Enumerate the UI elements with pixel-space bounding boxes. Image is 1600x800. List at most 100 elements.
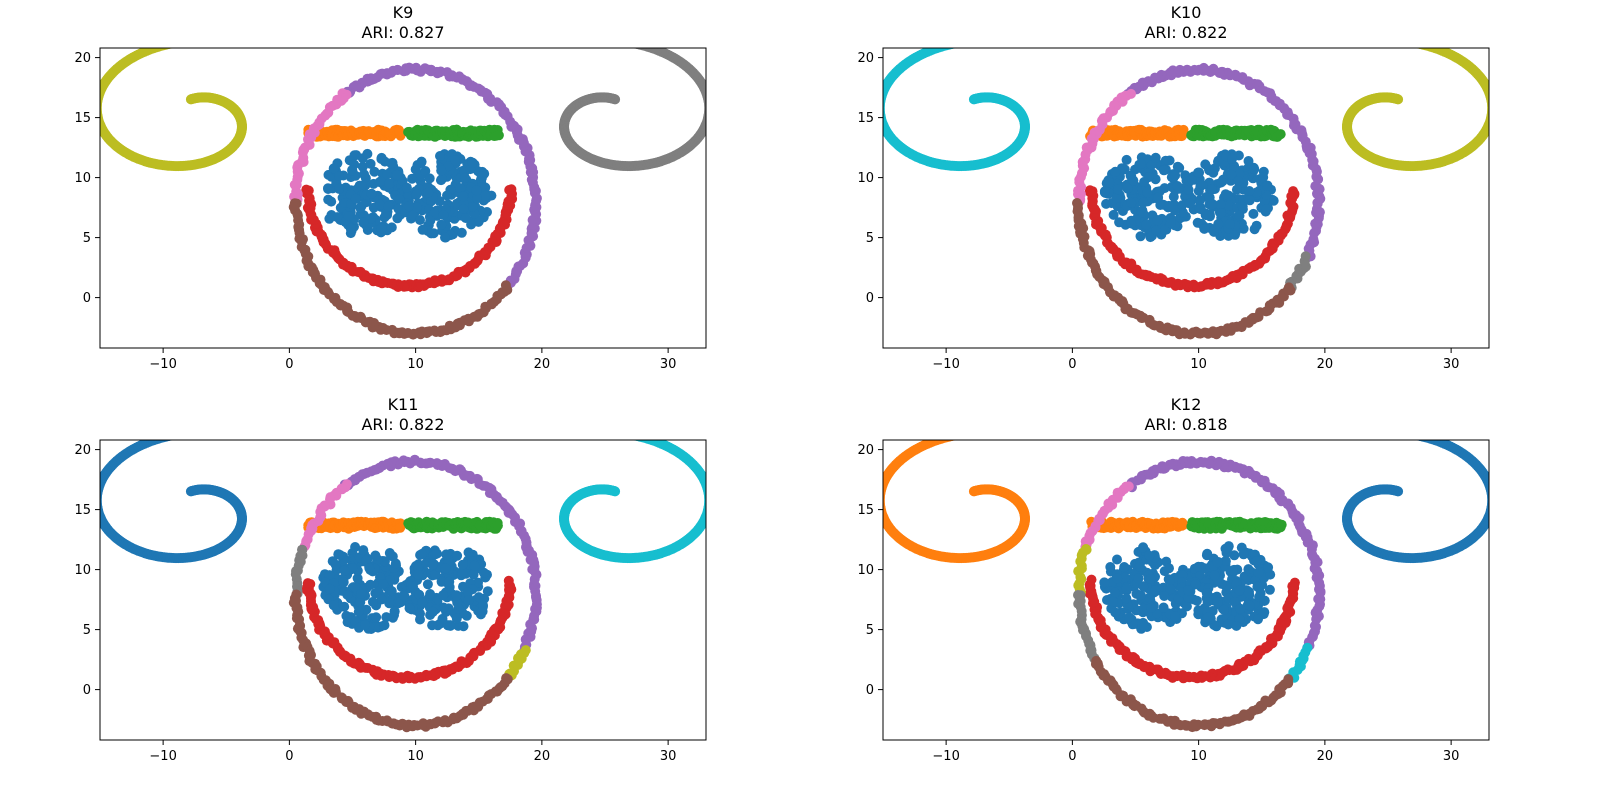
point-s0 <box>430 549 441 560</box>
subplot-title: K9 <box>393 3 414 22</box>
point-s0 <box>383 201 394 212</box>
point-s0 <box>437 173 447 184</box>
point-s0 <box>366 188 377 199</box>
point-s0 <box>1244 195 1255 206</box>
point-s0 <box>1128 175 1139 186</box>
point-s0 <box>345 223 356 234</box>
point-s0 <box>376 594 387 605</box>
point-s0 <box>482 586 493 597</box>
point-s0 <box>1219 604 1229 615</box>
y-tick-label: 5 <box>83 623 91 638</box>
point-s0 <box>436 219 447 230</box>
point-s0 <box>1202 548 1213 559</box>
x-tick-label: −10 <box>932 357 959 372</box>
point-s0 <box>324 570 335 581</box>
y-tick-label: 20 <box>74 51 91 66</box>
point-s0 <box>1223 200 1234 211</box>
point-s0 <box>441 549 452 560</box>
point-s0 <box>1112 554 1122 565</box>
x-tick-label: −10 <box>149 749 176 764</box>
point-s0 <box>356 180 367 191</box>
point-s0 <box>451 613 462 624</box>
point-s0 <box>1135 159 1146 169</box>
point-s0 <box>424 173 435 184</box>
point-s0 <box>1237 201 1248 212</box>
point-s0 <box>1220 189 1231 200</box>
point-s0 <box>1139 621 1150 632</box>
point-s0 <box>417 548 428 559</box>
point-s0 <box>473 592 484 603</box>
point-s0 <box>414 589 425 600</box>
point-s0 <box>323 184 334 194</box>
point-s0 <box>413 569 424 580</box>
axes-frame <box>882 47 1490 349</box>
point-s0 <box>1114 217 1125 228</box>
point-s0 <box>327 556 338 567</box>
point-s0 <box>1138 197 1149 208</box>
point-s6 <box>500 280 511 291</box>
x-tick-label: 30 <box>1443 357 1460 372</box>
point-s0 <box>1244 186 1255 196</box>
point-s0 <box>1122 183 1133 194</box>
point-s0 <box>339 601 350 612</box>
point-s0 <box>342 589 353 600</box>
point-s0 <box>477 606 488 617</box>
point-s0 <box>1121 154 1132 165</box>
point-s8 <box>501 673 512 684</box>
point-s0 <box>1119 562 1130 572</box>
point-s0 <box>1226 169 1237 180</box>
x-tick-label: 0 <box>1068 357 1076 372</box>
point-s0 <box>1233 176 1244 187</box>
point-s0 <box>1212 597 1223 608</box>
y-tick-label: 0 <box>83 683 91 698</box>
point-s0 <box>1110 166 1121 177</box>
point-s0 <box>472 193 482 204</box>
point-s0 <box>1253 567 1264 578</box>
point-s0 <box>355 203 366 213</box>
point-s0 <box>460 172 470 183</box>
point-s0 <box>352 573 363 584</box>
point-s0 <box>1158 602 1169 613</box>
point-s0 <box>1101 198 1112 209</box>
point-s0 <box>425 215 436 226</box>
point-s0 <box>1155 200 1166 210</box>
point-s0 <box>417 597 428 608</box>
x-tick-label: 30 <box>660 357 677 372</box>
point-s0 <box>403 201 414 212</box>
point-s0 <box>1199 223 1210 234</box>
point-s0 <box>1134 562 1145 572</box>
point-s0 <box>350 542 361 552</box>
point-s0 <box>1216 208 1227 219</box>
axes-frame <box>99 47 707 349</box>
point-s0 <box>1168 191 1179 202</box>
point-s0 <box>1183 585 1194 596</box>
point-s3 <box>302 578 313 589</box>
point-s0 <box>430 569 441 580</box>
point-s0 <box>1138 581 1149 592</box>
point-s0 <box>375 199 385 210</box>
subplot-ari-label: ARI: 0.827 <box>361 23 444 42</box>
point-s0 <box>1186 174 1197 185</box>
y-tick-label: 5 <box>83 231 91 246</box>
point-s0 <box>1209 570 1220 581</box>
point-s0 <box>436 576 447 587</box>
point-s3 <box>1085 185 1095 196</box>
point-s0 <box>1243 588 1254 599</box>
point-s0 <box>398 590 409 601</box>
point-s0 <box>1191 595 1202 606</box>
point-s5 <box>1300 251 1311 262</box>
point-s0 <box>355 597 366 608</box>
point-s0 <box>386 586 397 597</box>
point-s0 <box>412 202 423 213</box>
point-s0 <box>478 567 489 578</box>
point-s0 <box>350 582 360 593</box>
point-s0 <box>353 606 364 617</box>
point-s0 <box>384 178 395 189</box>
subplot-title: K11 <box>388 395 419 414</box>
point-s0 <box>1209 226 1219 237</box>
x-tick-label: 20 <box>534 749 551 764</box>
point-s0 <box>1124 612 1135 623</box>
